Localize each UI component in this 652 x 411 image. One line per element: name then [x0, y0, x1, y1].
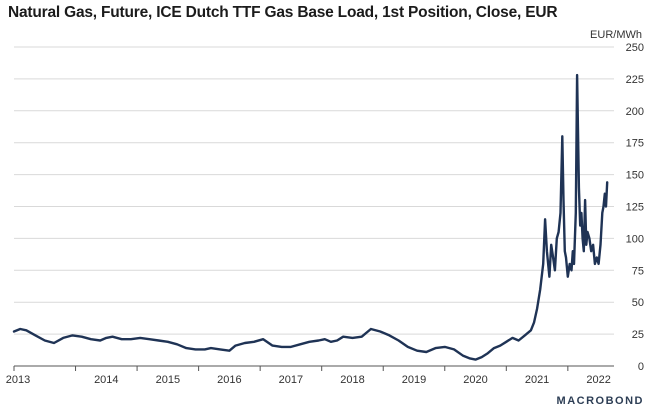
y-tick-label-250: 250	[626, 42, 644, 54]
x-tick-label-2021: 2021	[525, 374, 549, 386]
x-tick-label-2016: 2016	[217, 374, 241, 386]
macrobond-logo: MACROBOND	[556, 395, 644, 407]
y-tick-label-175: 175	[626, 138, 644, 150]
x-tick-label-2013: 2013	[6, 374, 30, 386]
x-axis: 2013 2014 2015 2016 2017 2018 2019 2020 2021 2022	[6, 365, 614, 386]
x-tick-label-2014: 2014	[94, 374, 118, 386]
x-tick-label-2018: 2018	[340, 374, 364, 386]
y-tick-label-200: 200	[626, 106, 644, 118]
y-tick-label-25: 25	[632, 329, 644, 341]
gridlines	[14, 46, 614, 335]
y-tick-label-150: 150	[626, 170, 644, 182]
series-line-0	[12, 73, 609, 361]
y-tick-label-0: 0	[638, 361, 644, 373]
y-tick-label-125: 125	[626, 202, 644, 214]
x-tick-label-2022: 2022	[586, 374, 610, 386]
y-axis-ticks: 0 25 50 75 100 125 150 175 200 225 250	[626, 42, 644, 373]
x-tick-label-2015: 2015	[156, 374, 180, 386]
x-tick-label-2017: 2017	[279, 374, 303, 386]
y-axis-unit-label: EUR/MWh	[590, 29, 642, 41]
y-tick-label-75: 75	[632, 265, 644, 277]
y-tick-label-100: 100	[626, 233, 644, 245]
y-tick-label-225: 225	[626, 74, 644, 86]
y-tick-label-50: 50	[632, 297, 644, 309]
x-tick-label-2019: 2019	[402, 374, 426, 386]
series-group	[12, 73, 609, 361]
x-tick-label-2020: 2020	[463, 374, 487, 386]
chart-title: Natural Gas, Future, ICE Dutch TTF Gas B…	[8, 4, 558, 21]
